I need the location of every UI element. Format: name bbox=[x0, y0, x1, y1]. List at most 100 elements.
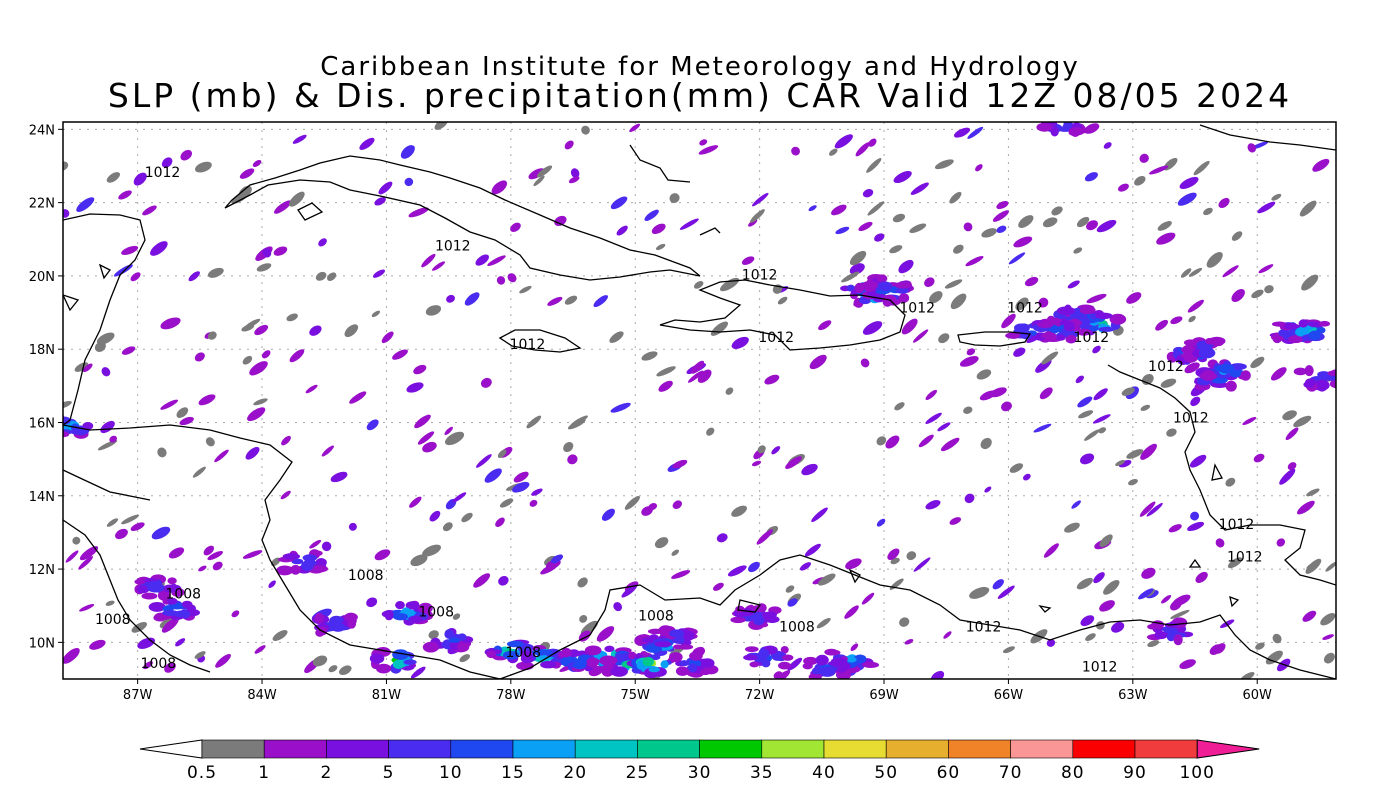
precip-cell bbox=[268, 580, 276, 588]
precip-cell bbox=[422, 441, 437, 453]
precip-cell bbox=[629, 123, 641, 133]
colorbar-swatch bbox=[326, 739, 389, 759]
precip-cell bbox=[274, 200, 292, 214]
precip-cell bbox=[689, 651, 703, 661]
precip-cell bbox=[192, 466, 206, 478]
precip-cell bbox=[1103, 142, 1112, 149]
precip-cell bbox=[491, 180, 508, 195]
precip-cell bbox=[321, 445, 334, 457]
precip-cell bbox=[802, 662, 813, 670]
colorbar-swatch bbox=[885, 739, 949, 759]
precip-cell bbox=[719, 277, 740, 292]
precip-cell bbox=[963, 406, 973, 414]
precip-cell bbox=[648, 667, 660, 673]
precip-cell bbox=[1327, 370, 1336, 377]
precip-cell bbox=[286, 313, 298, 322]
precip-cell bbox=[748, 561, 760, 573]
precip-cell bbox=[855, 142, 870, 157]
precip-cell bbox=[118, 190, 132, 200]
precip-cell bbox=[1211, 376, 1228, 384]
precip-cell bbox=[207, 267, 224, 278]
precip-cell bbox=[656, 366, 676, 377]
precip-cell bbox=[862, 661, 880, 668]
isobar-label: 1012 bbox=[1148, 359, 1184, 375]
precip-cell bbox=[444, 629, 454, 639]
colorbar-label: 60 bbox=[937, 763, 961, 783]
precip-cell bbox=[82, 363, 93, 373]
precip-cell bbox=[153, 613, 167, 622]
precip-cell bbox=[195, 161, 212, 173]
precip-cell bbox=[121, 514, 139, 525]
precip-cell bbox=[699, 668, 711, 676]
precip-cell bbox=[943, 631, 952, 639]
precip-cell bbox=[672, 459, 688, 469]
lon-tick-label: 84W bbox=[247, 688, 277, 703]
precip-cell bbox=[1140, 404, 1151, 411]
precip-cell bbox=[1329, 379, 1336, 389]
precip-cell bbox=[74, 362, 89, 372]
precip-cell bbox=[349, 391, 367, 404]
precip-cell bbox=[281, 435, 291, 446]
precip-cell bbox=[874, 233, 885, 242]
precip-cell bbox=[432, 261, 446, 271]
precip-cell bbox=[393, 613, 409, 621]
precip-cell bbox=[1076, 216, 1090, 228]
precip-cell bbox=[1147, 640, 1160, 648]
precip-cell bbox=[422, 641, 439, 653]
precip-cell bbox=[131, 621, 148, 633]
precip-cell bbox=[1190, 396, 1201, 407]
precip-cell bbox=[1149, 165, 1169, 175]
precip-cell bbox=[484, 468, 502, 483]
precip-cell bbox=[179, 416, 194, 426]
precip-cell bbox=[1323, 652, 1335, 664]
precip-cell bbox=[194, 651, 206, 659]
precip-cell bbox=[752, 192, 769, 207]
precip-cell bbox=[604, 645, 615, 653]
precip-cell bbox=[1170, 609, 1190, 619]
precip-cell bbox=[599, 655, 618, 666]
precip-cell bbox=[231, 610, 240, 618]
precip-cell bbox=[1272, 633, 1282, 644]
precip-cell bbox=[861, 592, 875, 605]
precip-cell bbox=[1166, 631, 1176, 642]
precip-cell bbox=[671, 570, 691, 579]
isobar-label: 1012 bbox=[145, 165, 181, 181]
precip-cell bbox=[1306, 488, 1320, 497]
colorbar-label: 2 bbox=[320, 763, 332, 783]
precip-cell bbox=[777, 296, 788, 305]
isobar-label: 1012 bbox=[758, 330, 794, 346]
coastline-cuba bbox=[224, 155, 701, 281]
precip-cell bbox=[906, 551, 917, 561]
precip-cell bbox=[654, 641, 672, 648]
precip-cell bbox=[79, 546, 99, 561]
precip-cell bbox=[984, 486, 992, 493]
precip-cell bbox=[1264, 285, 1274, 294]
precip-cell bbox=[601, 508, 615, 521]
precip-cell bbox=[568, 176, 580, 184]
precip-cell bbox=[1156, 232, 1176, 245]
precip-cell bbox=[809, 354, 827, 370]
precip-cell bbox=[519, 285, 532, 294]
latitude-axis: 24N 22N 20N 18N 16N 14N 12N 10N bbox=[29, 123, 63, 651]
precip-cell bbox=[392, 649, 409, 660]
isobar-label: 1008 bbox=[638, 608, 674, 624]
precip-cell bbox=[730, 616, 746, 624]
precip-cell bbox=[675, 666, 690, 677]
precip-cell bbox=[1316, 380, 1328, 392]
precip-cell bbox=[910, 182, 929, 195]
precip-cell bbox=[674, 638, 685, 644]
lat-tick-label: 12N bbox=[29, 563, 55, 578]
precip-cell bbox=[164, 662, 176, 673]
precip-cell bbox=[421, 253, 436, 268]
precip-cell bbox=[384, 609, 394, 621]
precip-cell bbox=[1250, 356, 1265, 369]
precip-cell bbox=[1304, 365, 1314, 377]
precip-cell bbox=[1231, 231, 1243, 241]
precip-cell bbox=[785, 585, 795, 593]
precip-cell bbox=[764, 374, 780, 385]
precip-cell bbox=[698, 145, 719, 155]
precip-cell bbox=[1099, 600, 1115, 612]
colorbar-arrow-left bbox=[139, 739, 203, 759]
precip-cell bbox=[1134, 175, 1146, 186]
isobar-label: 1008 bbox=[418, 605, 454, 621]
